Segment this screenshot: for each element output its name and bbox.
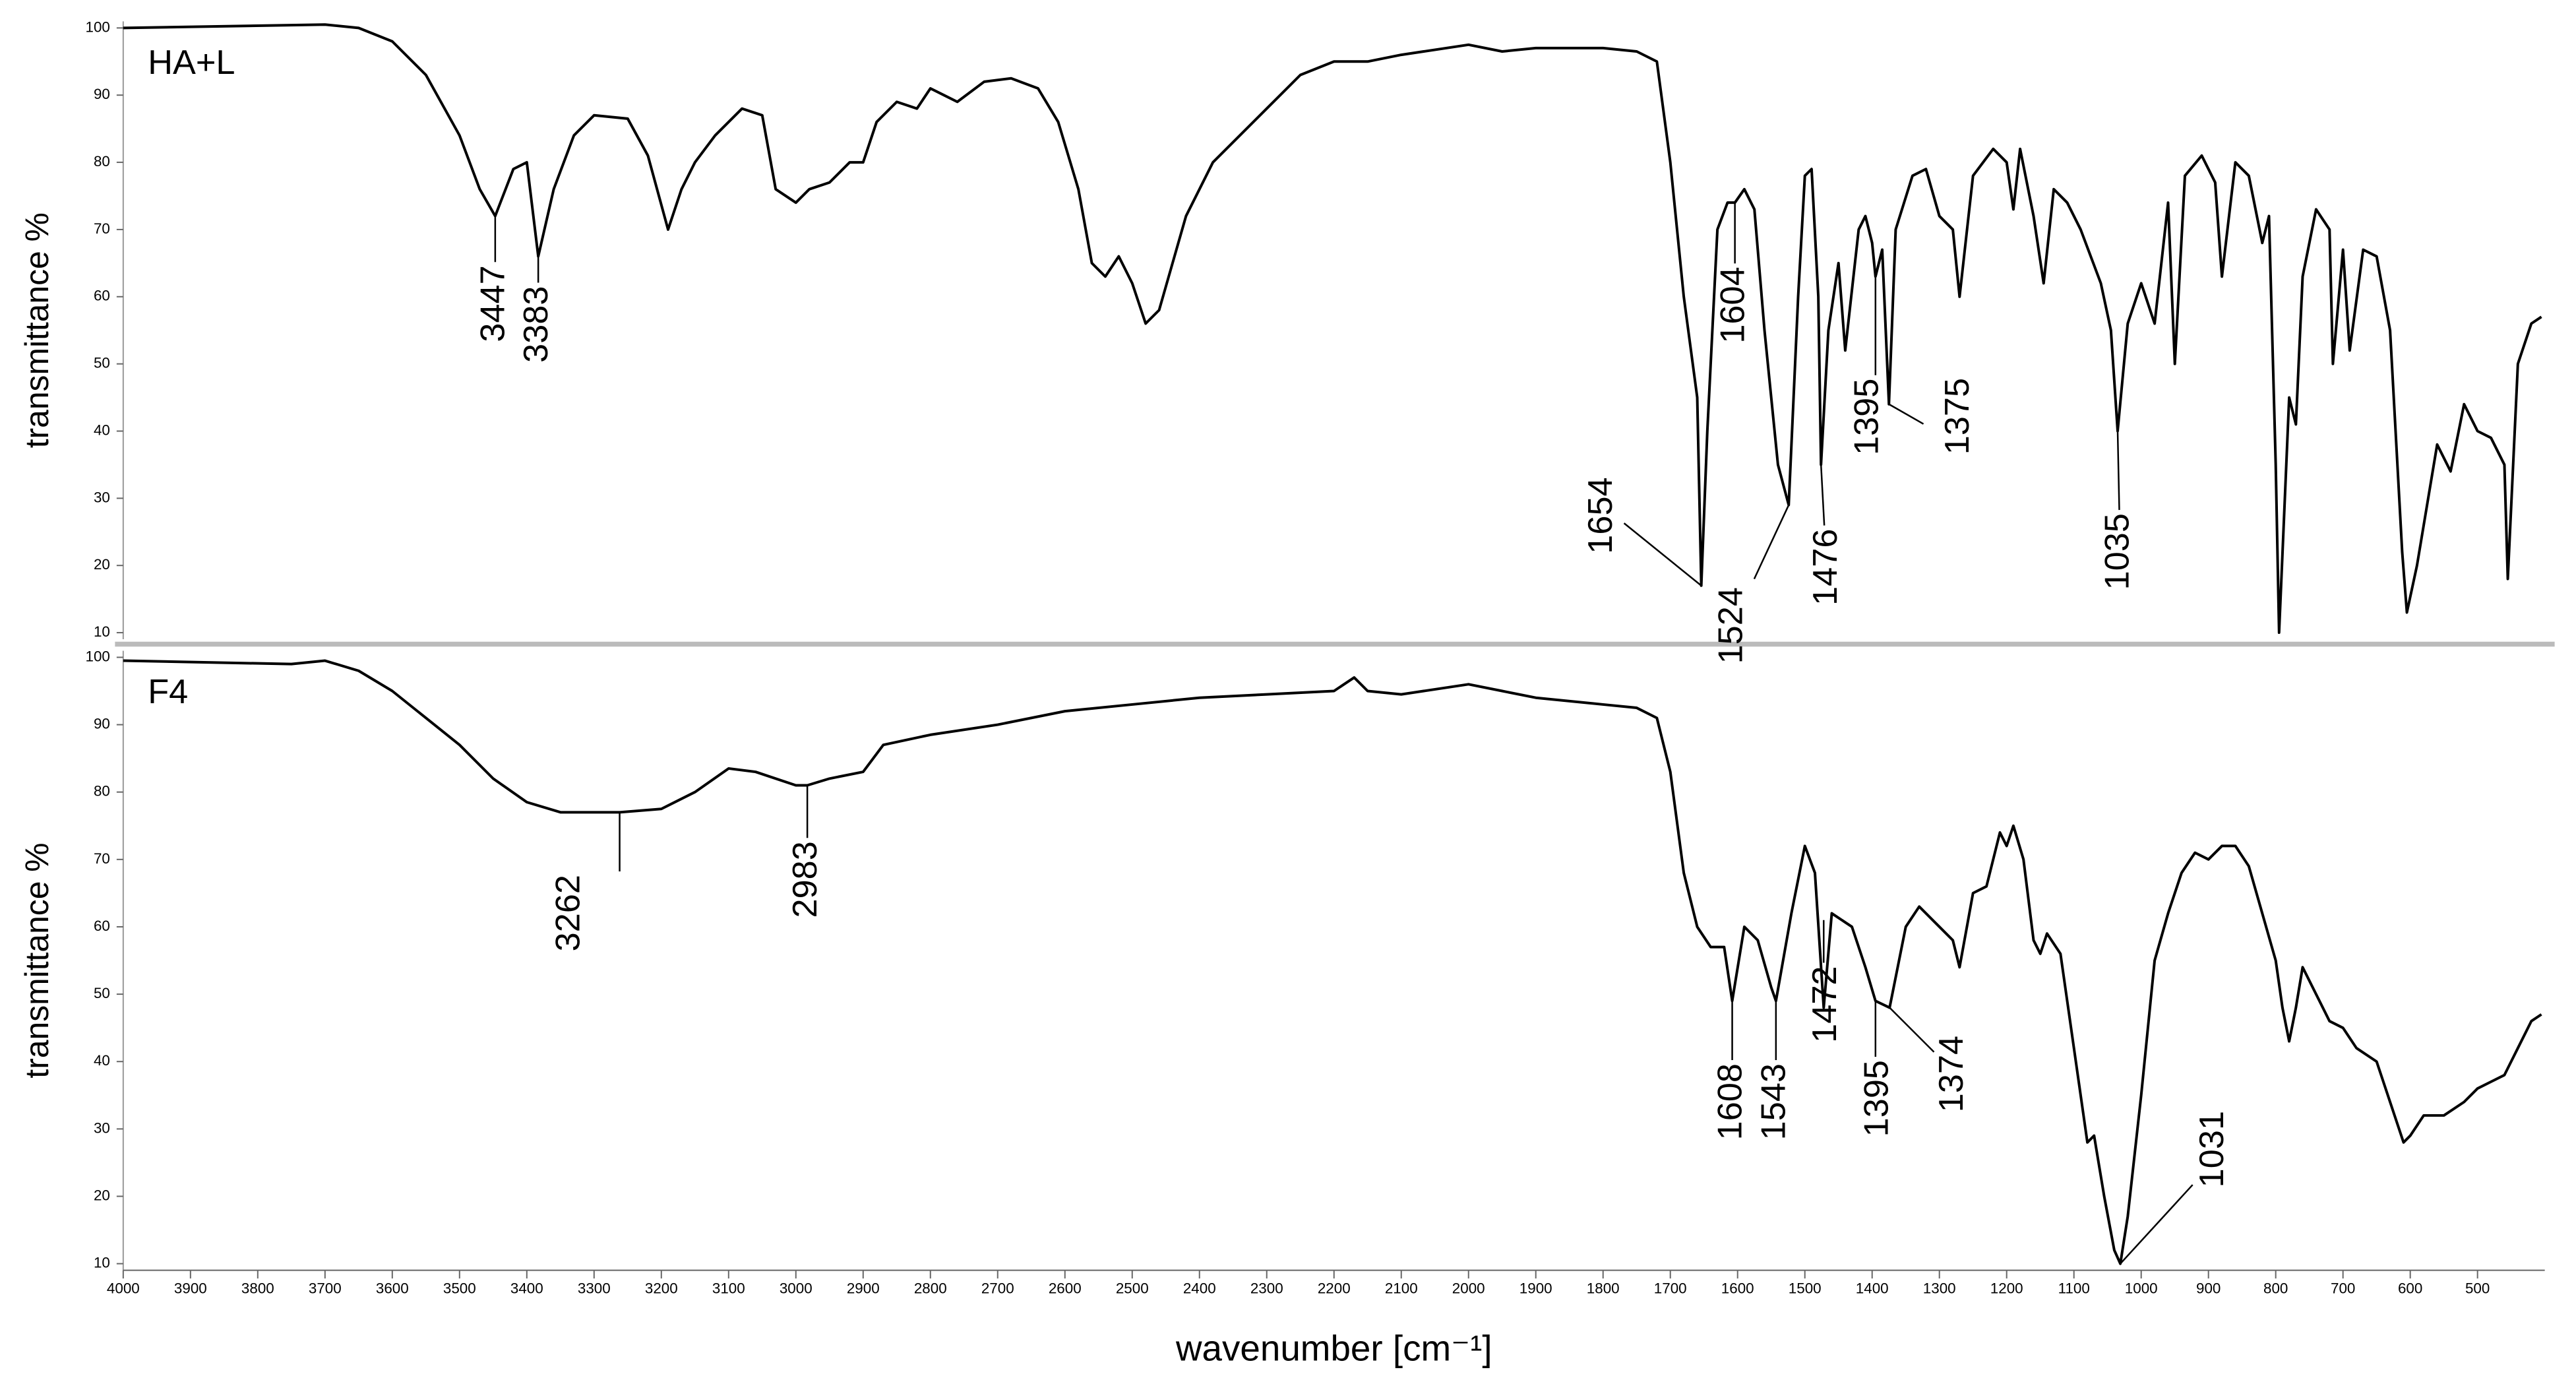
- x-tick-label: 700: [2331, 1280, 2355, 1296]
- y-axis-title: transmittance %: [18, 842, 55, 1078]
- spectrum-line: [123, 23, 2542, 635]
- peak-label: 1604: [1713, 267, 1752, 343]
- peak-label: 1472: [1806, 966, 1844, 1043]
- peak-leader: [1820, 464, 1825, 526]
- x-tick-label: 3100: [712, 1280, 745, 1296]
- y-tick-label: 80: [94, 153, 110, 170]
- x-tick-label: 2100: [1385, 1280, 1418, 1296]
- x-tick-label: 2500: [1116, 1280, 1149, 1296]
- peak-label: 1524: [1711, 587, 1750, 664]
- y-tick-label: 90: [94, 715, 110, 732]
- peak-label: 1654: [1581, 477, 1620, 553]
- y-tick-label: 20: [94, 556, 110, 573]
- x-tick-label: 2800: [914, 1280, 947, 1296]
- x-tick-label: 1200: [1990, 1280, 2023, 1296]
- x-tick-label: 1700: [1654, 1280, 1687, 1296]
- y-tick-label: 40: [94, 422, 110, 438]
- x-tick-label: 1100: [2058, 1280, 2090, 1296]
- y-tick-label: 60: [94, 288, 110, 304]
- x-tick-label: 3400: [510, 1280, 543, 1296]
- peak-leader: [1889, 1007, 1935, 1053]
- x-tick-label: 2600: [1049, 1280, 1082, 1296]
- y-tick-label: 70: [94, 850, 110, 867]
- y-tick-label: 90: [94, 86, 110, 102]
- y-tick-label: 70: [94, 220, 110, 237]
- x-tick-label: 1400: [1856, 1280, 1889, 1296]
- x-tick-label: 2900: [847, 1280, 880, 1296]
- x-tick-label: 3700: [309, 1280, 342, 1296]
- peak-label: 2983: [786, 841, 824, 918]
- y-tick-label: 100: [86, 18, 110, 35]
- x-tick-label: 1500: [1789, 1280, 1822, 1296]
- x-tick-label: 2000: [1452, 1280, 1485, 1296]
- x-tick-label: 900: [2196, 1280, 2221, 1296]
- peak-label: 1476: [1806, 529, 1845, 606]
- y-tick-label: 10: [94, 623, 110, 640]
- x-tick-label: 1800: [1587, 1280, 1620, 1296]
- y-tick-label: 80: [94, 783, 110, 800]
- y-tick-label: 30: [94, 1119, 110, 1136]
- x-tick-label: 1300: [1923, 1280, 1956, 1296]
- x-tick-label: 500: [2465, 1280, 2490, 1296]
- x-tick-label: 3800: [241, 1280, 274, 1296]
- y-tick-label: 50: [94, 985, 110, 1001]
- x-tick-label: 2300: [1250, 1280, 1283, 1296]
- x-tick-label: 3200: [645, 1280, 678, 1296]
- y-axis-title: transmittance %: [18, 212, 55, 448]
- peak-label: 3383: [517, 286, 555, 363]
- x-tick-label: 3000: [780, 1280, 813, 1296]
- peak-label: 1543: [1755, 1063, 1793, 1140]
- y-tick-label: 40: [94, 1052, 110, 1069]
- x-tick-label: 1600: [1721, 1280, 1754, 1296]
- panel-label: F4: [148, 673, 188, 711]
- x-tick-label: 600: [2398, 1280, 2422, 1296]
- peak-label: 1395: [1848, 379, 1886, 455]
- y-tick-label: 60: [94, 918, 110, 934]
- y-tick-label: 10: [94, 1255, 110, 1271]
- peak-leader: [1753, 505, 1790, 580]
- x-tick-label: 800: [2263, 1280, 2288, 1296]
- panel-label: HA+L: [148, 44, 235, 82]
- x-tick-label: 1900: [1519, 1280, 1552, 1296]
- peak-leader: [1623, 522, 1702, 586]
- peak-leader: [1888, 403, 1924, 425]
- y-tick-label: 20: [94, 1187, 110, 1203]
- peak-label: 1608: [1711, 1063, 1749, 1140]
- y-tick-label: 30: [94, 489, 110, 505]
- x-axis-title: wavenumber [cm⁻¹]: [1175, 1328, 1492, 1369]
- x-tick-label: 4000: [107, 1280, 140, 1296]
- peak-label: 3262: [549, 875, 588, 951]
- peak-label: 1395: [1858, 1060, 1896, 1137]
- x-tick-label: 2200: [1318, 1280, 1351, 1296]
- x-tick-label: 3500: [443, 1280, 476, 1296]
- peak-leader: [2116, 431, 2120, 511]
- x-tick-label: 2700: [981, 1280, 1014, 1296]
- y-tick-label: 50: [94, 355, 110, 371]
- peak-label: 1031: [2193, 1111, 2231, 1187]
- x-tick-label: 3900: [174, 1280, 207, 1296]
- peak-label: 1375: [1938, 378, 1977, 455]
- y-tick-label: 100: [86, 648, 110, 664]
- peak-label: 1374: [1932, 1036, 1971, 1112]
- spectrum-line: [123, 659, 2542, 1265]
- peak-label: 1035: [2098, 513, 2136, 590]
- x-tick-label: 1000: [2125, 1280, 2158, 1296]
- x-tick-label: 2400: [1183, 1280, 1216, 1296]
- x-tick-label: 3600: [376, 1280, 409, 1296]
- peak-label: 3447: [474, 265, 512, 342]
- peak-leader: [2120, 1184, 2193, 1265]
- x-tick-label: 3300: [578, 1280, 611, 1296]
